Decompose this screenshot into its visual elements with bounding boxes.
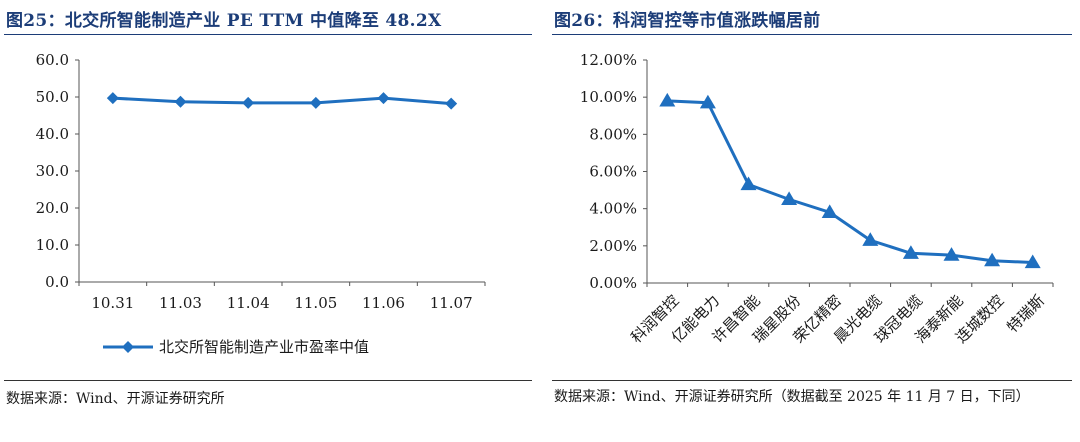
left-title-rule [4,34,532,35]
y-tick-label: 12.00% [580,51,637,69]
right-title-rule [552,34,1072,35]
legend-marker-swatch [122,341,134,353]
data-point-marker [242,96,255,109]
data-point-marker [309,96,322,109]
x-tick-label: 11.06 [362,294,405,312]
data-point-marker [862,232,879,246]
y-tick-label: 50.0 [36,88,69,106]
data-point-marker [445,97,458,110]
x-tick-label: 特瑞斯 [1003,291,1048,336]
left-line-chart: 0.0 10.0 20.0 30.0 40.0 50.0 60.0 10.31 11.03 11.… [36,51,486,356]
y-tick-label: 0.00% [589,274,637,292]
y-tick-label: 40.0 [36,125,69,143]
data-point-marker [174,95,187,108]
y-tick-label: 20.0 [36,199,69,217]
y-tick-label: 2.00% [589,237,637,255]
legend-label: 北交所智能制造产业市盈率中值 [159,338,369,356]
right-source-rule [552,380,1072,381]
y-tick-label: 10.00% [580,88,637,106]
x-tick-label: 11.07 [430,294,473,312]
data-point-marker [821,204,838,218]
y-tick-label: 4.00% [589,200,637,218]
data-point-marker [984,252,1001,267]
y-tick-label: 30.0 [36,162,69,180]
left-figure-panel: 图25：北交所智能制造产业 PE TTM 中值降至 48.2X 0.0 10.0 2… [4,11,532,407]
y-tick-label: 8.00% [589,125,637,143]
data-point-marker [740,176,757,191]
series-line [667,99,1033,265]
right-line-chart: 0.00%2.00%4.00%6.00%8.00%10.00%12.00%科润智… [580,51,1054,347]
y-tick-label: 0.0 [45,273,69,291]
data-point-marker [699,94,716,109]
x-tick-label: 11.04 [227,294,270,312]
data-point-marker [943,247,960,261]
left-source-rule [4,380,532,381]
right-figure-panel: 图26：科润智控等市值涨跌幅居前 0.00% 2.00% 4.00% 6.00% 8.0… [548,0,1080,442]
data-point-marker [781,191,798,205]
y-tick-label: 60.0 [36,51,69,69]
right-source-note: 数据来源：Wind、开源证券研究所（数据截至 2025 年 11 月 7 日，下… [554,389,1030,405]
x-tick-label: 10.31 [91,294,134,312]
data-point-marker [106,92,119,105]
y-tick-label: 6.00% [589,163,637,181]
data-point-marker [377,92,390,105]
series-line [112,96,452,106]
data-point-marker [659,92,676,107]
right-figure-title: 图26：科润智控等市值涨跌幅居前 [554,11,821,31]
x-tick-label: 11.03 [159,294,202,312]
x-tick-label: 11.05 [294,294,337,312]
data-point-marker [1024,254,1041,269]
left-source-note: 数据来源：Wind、开源证券研究所 [6,391,225,407]
data-point-marker [902,245,919,259]
y-tick-label: 10.0 [36,236,69,254]
left-figure-title: 图25：北交所智能制造产业 PE TTM 中值降至 48.2X [6,11,442,31]
